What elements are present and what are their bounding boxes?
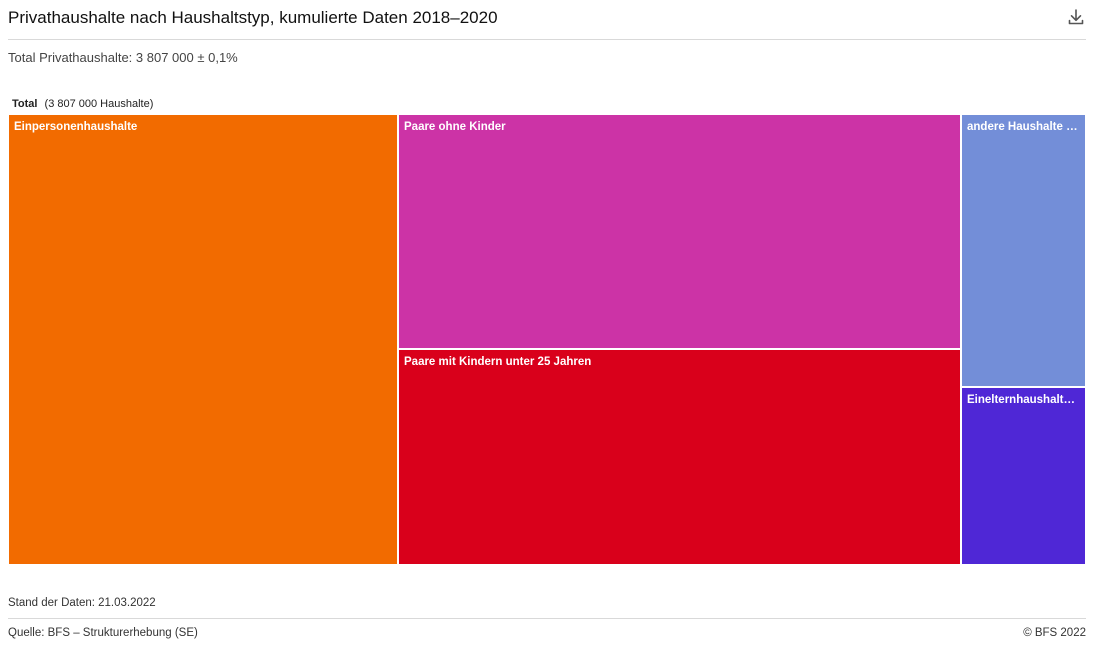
treemap-chart: Einpersonenhaushalte Paare ohne Kinder Paa… [8,114,1086,565]
treemap-tile-label: Paare ohne Kinder [404,121,506,133]
breadcrumb[interactable]: Total (3 807 000 Haushalte) [12,98,153,110]
footer-divider [8,618,1086,619]
treemap-tile[interactable]: andere Haushalte mi… [961,114,1086,387]
chart-title: Privathaushalte nach Haushaltstyp, kumul… [8,8,498,27]
data-source: Quelle: BFS – Strukturerhebung (SE) [8,627,198,639]
treemap-tile-label: Einelternhaushalte … [967,394,1080,406]
data-date: Stand der Daten: 21.03.2022 [8,597,156,609]
treemap-tile[interactable]: Einpersonenhaushalte [8,114,398,565]
download-icon [1068,9,1084,25]
treemap-tile[interactable]: Paare mit Kindern unter 25 Jahren [398,349,961,565]
treemap-tile-label: andere Haushalte mi… [967,121,1080,133]
breadcrumb-count: (3 807 000 Haushalte) [44,98,154,110]
download-button[interactable] [1066,7,1086,27]
treemap-tile-label: Paare mit Kindern unter 25 Jahren [404,356,592,368]
treemap-tile[interactable]: Paare ohne Kinder [398,114,961,349]
treemap-tile-label: Einpersonenhaushalte [14,121,138,133]
breadcrumb-root[interactable]: Total [12,98,38,110]
treemap-tile[interactable]: Einelternhaushalte … [961,387,1086,565]
header-divider [8,39,1086,40]
copyright: © BFS 2022 [1023,627,1086,639]
chart-subtitle: Total Privathaushalte: 3 807 000 ± 0,1% [8,50,238,65]
